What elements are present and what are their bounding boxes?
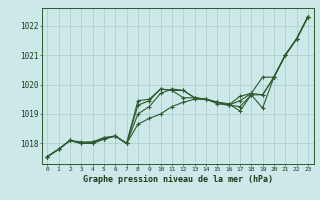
X-axis label: Graphe pression niveau de la mer (hPa): Graphe pression niveau de la mer (hPa) — [83, 175, 273, 184]
